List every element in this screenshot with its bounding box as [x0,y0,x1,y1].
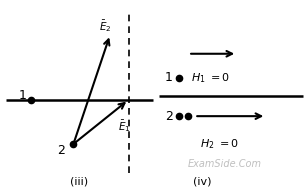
Text: (iii): (iii) [70,176,89,186]
Text: $\bar{E}_2$: $\bar{E}_2$ [99,18,112,34]
Text: $H_1\ =0$: $H_1\ =0$ [191,71,230,85]
Text: 1: 1 [165,71,173,84]
Text: 2: 2 [165,110,173,123]
Text: $H_2\ =0$: $H_2\ =0$ [200,137,240,151]
Text: $\bar{E}_1$: $\bar{E}_1$ [118,118,130,134]
Text: ExamSide.Com: ExamSide.Com [188,159,262,169]
Text: 1: 1 [19,89,27,102]
Text: 2: 2 [57,144,65,157]
Text: (iv): (iv) [193,176,211,186]
